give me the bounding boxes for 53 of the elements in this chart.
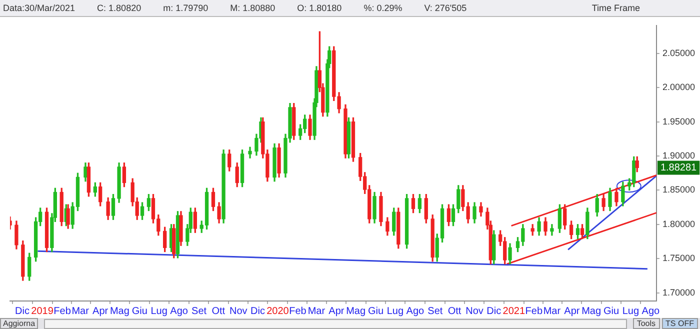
y-tick-label: 1.75000 (662, 253, 696, 264)
x-tick-label: Ago (642, 306, 660, 317)
x-tick-label: 2021 (502, 306, 526, 317)
x-tick-label: Mar (543, 306, 562, 317)
y-tick-label: 2.00000 (662, 82, 696, 92)
x-tick-label: Apr (564, 306, 580, 317)
text: Aggiorna (0, 318, 38, 329)
text: Tools (632, 318, 660, 329)
x-tick-label: Mag (346, 306, 366, 317)
x-tick-label: Mar (308, 306, 326, 317)
text: M: 1.80880 (230, 3, 276, 13)
annotation: 1.88281 (660, 162, 698, 174)
x-tick-label: Mag (110, 306, 130, 317)
x-tick-label: Ott (212, 306, 226, 317)
x-tick-label: Ago (406, 306, 425, 317)
x-tick-label: Lug (386, 306, 404, 317)
x-tick-label: Dic (486, 306, 502, 317)
x-tick-label: Feb (525, 306, 543, 317)
x-tick-label: 2020 (266, 306, 290, 317)
x-tick-label: Dic (15, 306, 30, 317)
text: %: 0.29% (364, 3, 402, 13)
x-tick-label: Ago (170, 306, 188, 317)
y-tick-label: 1.80000 (662, 218, 696, 229)
x-tick-label: Apr (92, 306, 109, 317)
x-tick-label: Set (428, 306, 443, 317)
text: Time Frame (592, 3, 640, 13)
x-tick-label: 2019 (31, 306, 54, 317)
x-tick-label: Lug (622, 306, 640, 317)
text: O: 1.80180 (297, 3, 342, 13)
text: V: 276'505 (424, 3, 467, 13)
text: C: 1.80820 (97, 3, 142, 13)
x-tick-label: Ott (448, 306, 462, 317)
text: Data:30/Mar/2021 (3, 3, 76, 13)
y-tick-label: 1.85000 (662, 184, 696, 195)
x-tick-label: Feb (289, 306, 307, 317)
x-tick-label: Dic (250, 306, 265, 317)
x-tick-label: Giu (132, 306, 148, 317)
y-tick-label: 1.70000 (662, 287, 696, 298)
x-tick-label: Lug (150, 306, 168, 317)
x-tick-label: Apr (328, 306, 345, 317)
x-tick-label: Nov (466, 306, 484, 317)
x-tick-label: Mar (72, 306, 90, 317)
text: TS OFF (662, 318, 698, 329)
x-tick-label: Giu (368, 306, 384, 317)
y-tick-label: 1.95000 (662, 116, 696, 126)
x-tick-label: Nov (229, 306, 248, 317)
x-tick-label: Set (192, 306, 207, 317)
text: m: 1.79790 (163, 3, 208, 13)
x-tick-label: Feb (54, 306, 72, 317)
y-tick-label: 2.05000 (662, 48, 696, 58)
x-tick-label: Mag (582, 306, 602, 317)
y-tick-label: 1.90000 (662, 150, 696, 161)
x-tick-label: Giu (604, 306, 620, 317)
